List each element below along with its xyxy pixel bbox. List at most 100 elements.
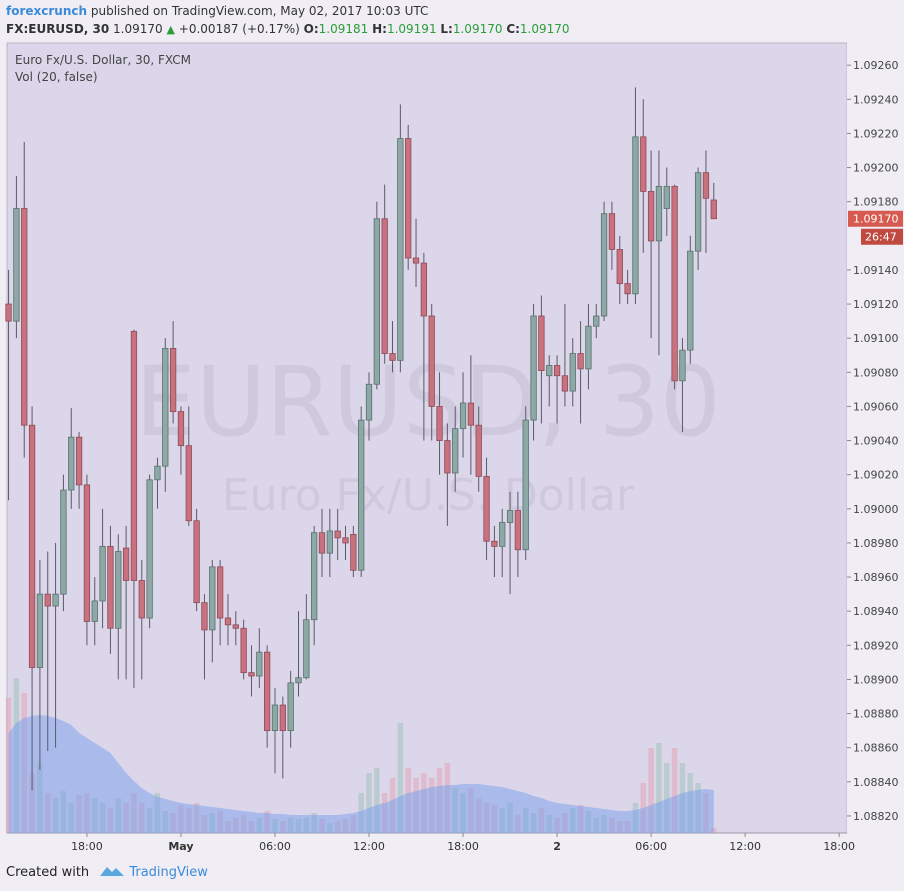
y-tick-label: 1.08880 [853, 708, 899, 721]
brand[interactable]: TradingView [129, 865, 208, 880]
candle-body [358, 419, 365, 571]
footer: Created with TradingView [6, 864, 208, 880]
candle-body [710, 199, 717, 220]
candle-body [107, 545, 114, 629]
candle-body [491, 540, 498, 547]
candle-body [162, 348, 169, 467]
watermark: EURUSD, 30 [135, 346, 721, 458]
volume-bar [664, 763, 670, 833]
candle-body [655, 185, 663, 242]
candle-body [381, 218, 388, 354]
candle-body [240, 627, 247, 674]
x-tick-label: 06:00 [259, 840, 291, 853]
candle-body [428, 315, 435, 407]
symbol-line: FX:EURUSD, 30 1.09170 ▲ +0.00187 (+0.17%… [6, 22, 570, 36]
y-tick-label: 1.09180 [853, 196, 899, 209]
y-tick-label: 1.09000 [853, 503, 899, 516]
candle-body [52, 593, 59, 607]
candle-body [28, 424, 36, 668]
y-tick-label: 1.08980 [853, 537, 899, 550]
candle-body [679, 349, 686, 382]
y-tick-label: 1.08900 [853, 673, 899, 686]
candle-body [350, 534, 357, 571]
candle-body [569, 353, 576, 392]
y-tick-label: 1.09260 [853, 59, 899, 72]
last-price-box [848, 210, 903, 227]
candle-body [169, 348, 177, 412]
volume-bar [374, 768, 380, 833]
candle-body [397, 138, 404, 361]
candle-body [640, 136, 647, 192]
y-tick-label: 1.08840 [853, 776, 899, 789]
candle-body [287, 682, 294, 732]
candle-body [224, 617, 232, 626]
candle-body [616, 249, 623, 284]
y-tick-label: 1.08860 [853, 742, 899, 755]
candle-body [373, 218, 380, 385]
candle-body [499, 522, 506, 547]
candle-body [185, 445, 192, 522]
candle-body [279, 704, 286, 732]
candle-body [318, 532, 326, 554]
candle-body [702, 172, 710, 199]
candle-body [232, 624, 239, 629]
candle-body [420, 262, 428, 317]
candle-body [216, 566, 224, 619]
y-tick-label: 1.09020 [853, 469, 899, 482]
candle-body [632, 136, 639, 295]
x-tick-label: 18:00 [447, 840, 479, 853]
last: 1.09170 [113, 22, 163, 36]
legend-series: Euro Fx/U.S. Dollar, 30, FXCM [15, 53, 191, 67]
candle-body [522, 419, 529, 551]
candle-body [694, 172, 702, 252]
y-tick-label: 1.09220 [853, 127, 899, 140]
candle-body [608, 213, 616, 250]
candle-body [99, 545, 106, 602]
candle-body [326, 530, 333, 554]
x-tick-label: May [168, 840, 193, 853]
volume-ma [8, 715, 714, 833]
watermark-sub: Euro Fx/U.S. Dollar [222, 470, 635, 521]
candle-body [452, 428, 459, 474]
candle-body [342, 537, 349, 544]
o-label: O: [303, 22, 319, 36]
legend-volume: Vol (20, false) [15, 70, 98, 84]
axis-layer: 1.08820 1.08840 1.08860 1.08880 1.08900 1.089… [71, 59, 903, 853]
candle-body [44, 593, 51, 607]
candle-body [687, 250, 694, 351]
candle-body [91, 600, 98, 622]
candle-body [514, 510, 522, 551]
candle-body [365, 383, 373, 421]
candle-body [436, 406, 443, 441]
candle-body [83, 484, 91, 622]
candle-body [264, 651, 271, 732]
candle-body [154, 465, 161, 481]
candle-body [271, 704, 279, 732]
candle-body [671, 185, 678, 382]
author[interactable]: forexcrunch [6, 4, 88, 18]
candle-body [248, 672, 255, 677]
countdown-box [861, 228, 903, 245]
candle-body [75, 436, 83, 486]
candle-body [624, 283, 631, 295]
volume-layer [5, 678, 717, 833]
candle-body [115, 551, 122, 629]
candle-body [122, 547, 130, 581]
y-tick-label: 1.09140 [853, 264, 899, 277]
candle-body [593, 315, 600, 327]
candle-body [60, 489, 67, 595]
logo [100, 867, 125, 876]
candle-body [389, 353, 396, 361]
y-tick-label: 1.09040 [853, 435, 899, 448]
candle-body [561, 375, 569, 392]
candle-body [193, 520, 200, 604]
candle-body [138, 580, 145, 619]
candle-body [13, 208, 20, 322]
y-tick-label: 1.09200 [853, 162, 899, 175]
candle-body [21, 208, 28, 426]
h-value: 1.09191 [386, 22, 437, 36]
candle-body [546, 365, 553, 377]
candle-body [201, 602, 208, 631]
candle-body [68, 436, 75, 491]
